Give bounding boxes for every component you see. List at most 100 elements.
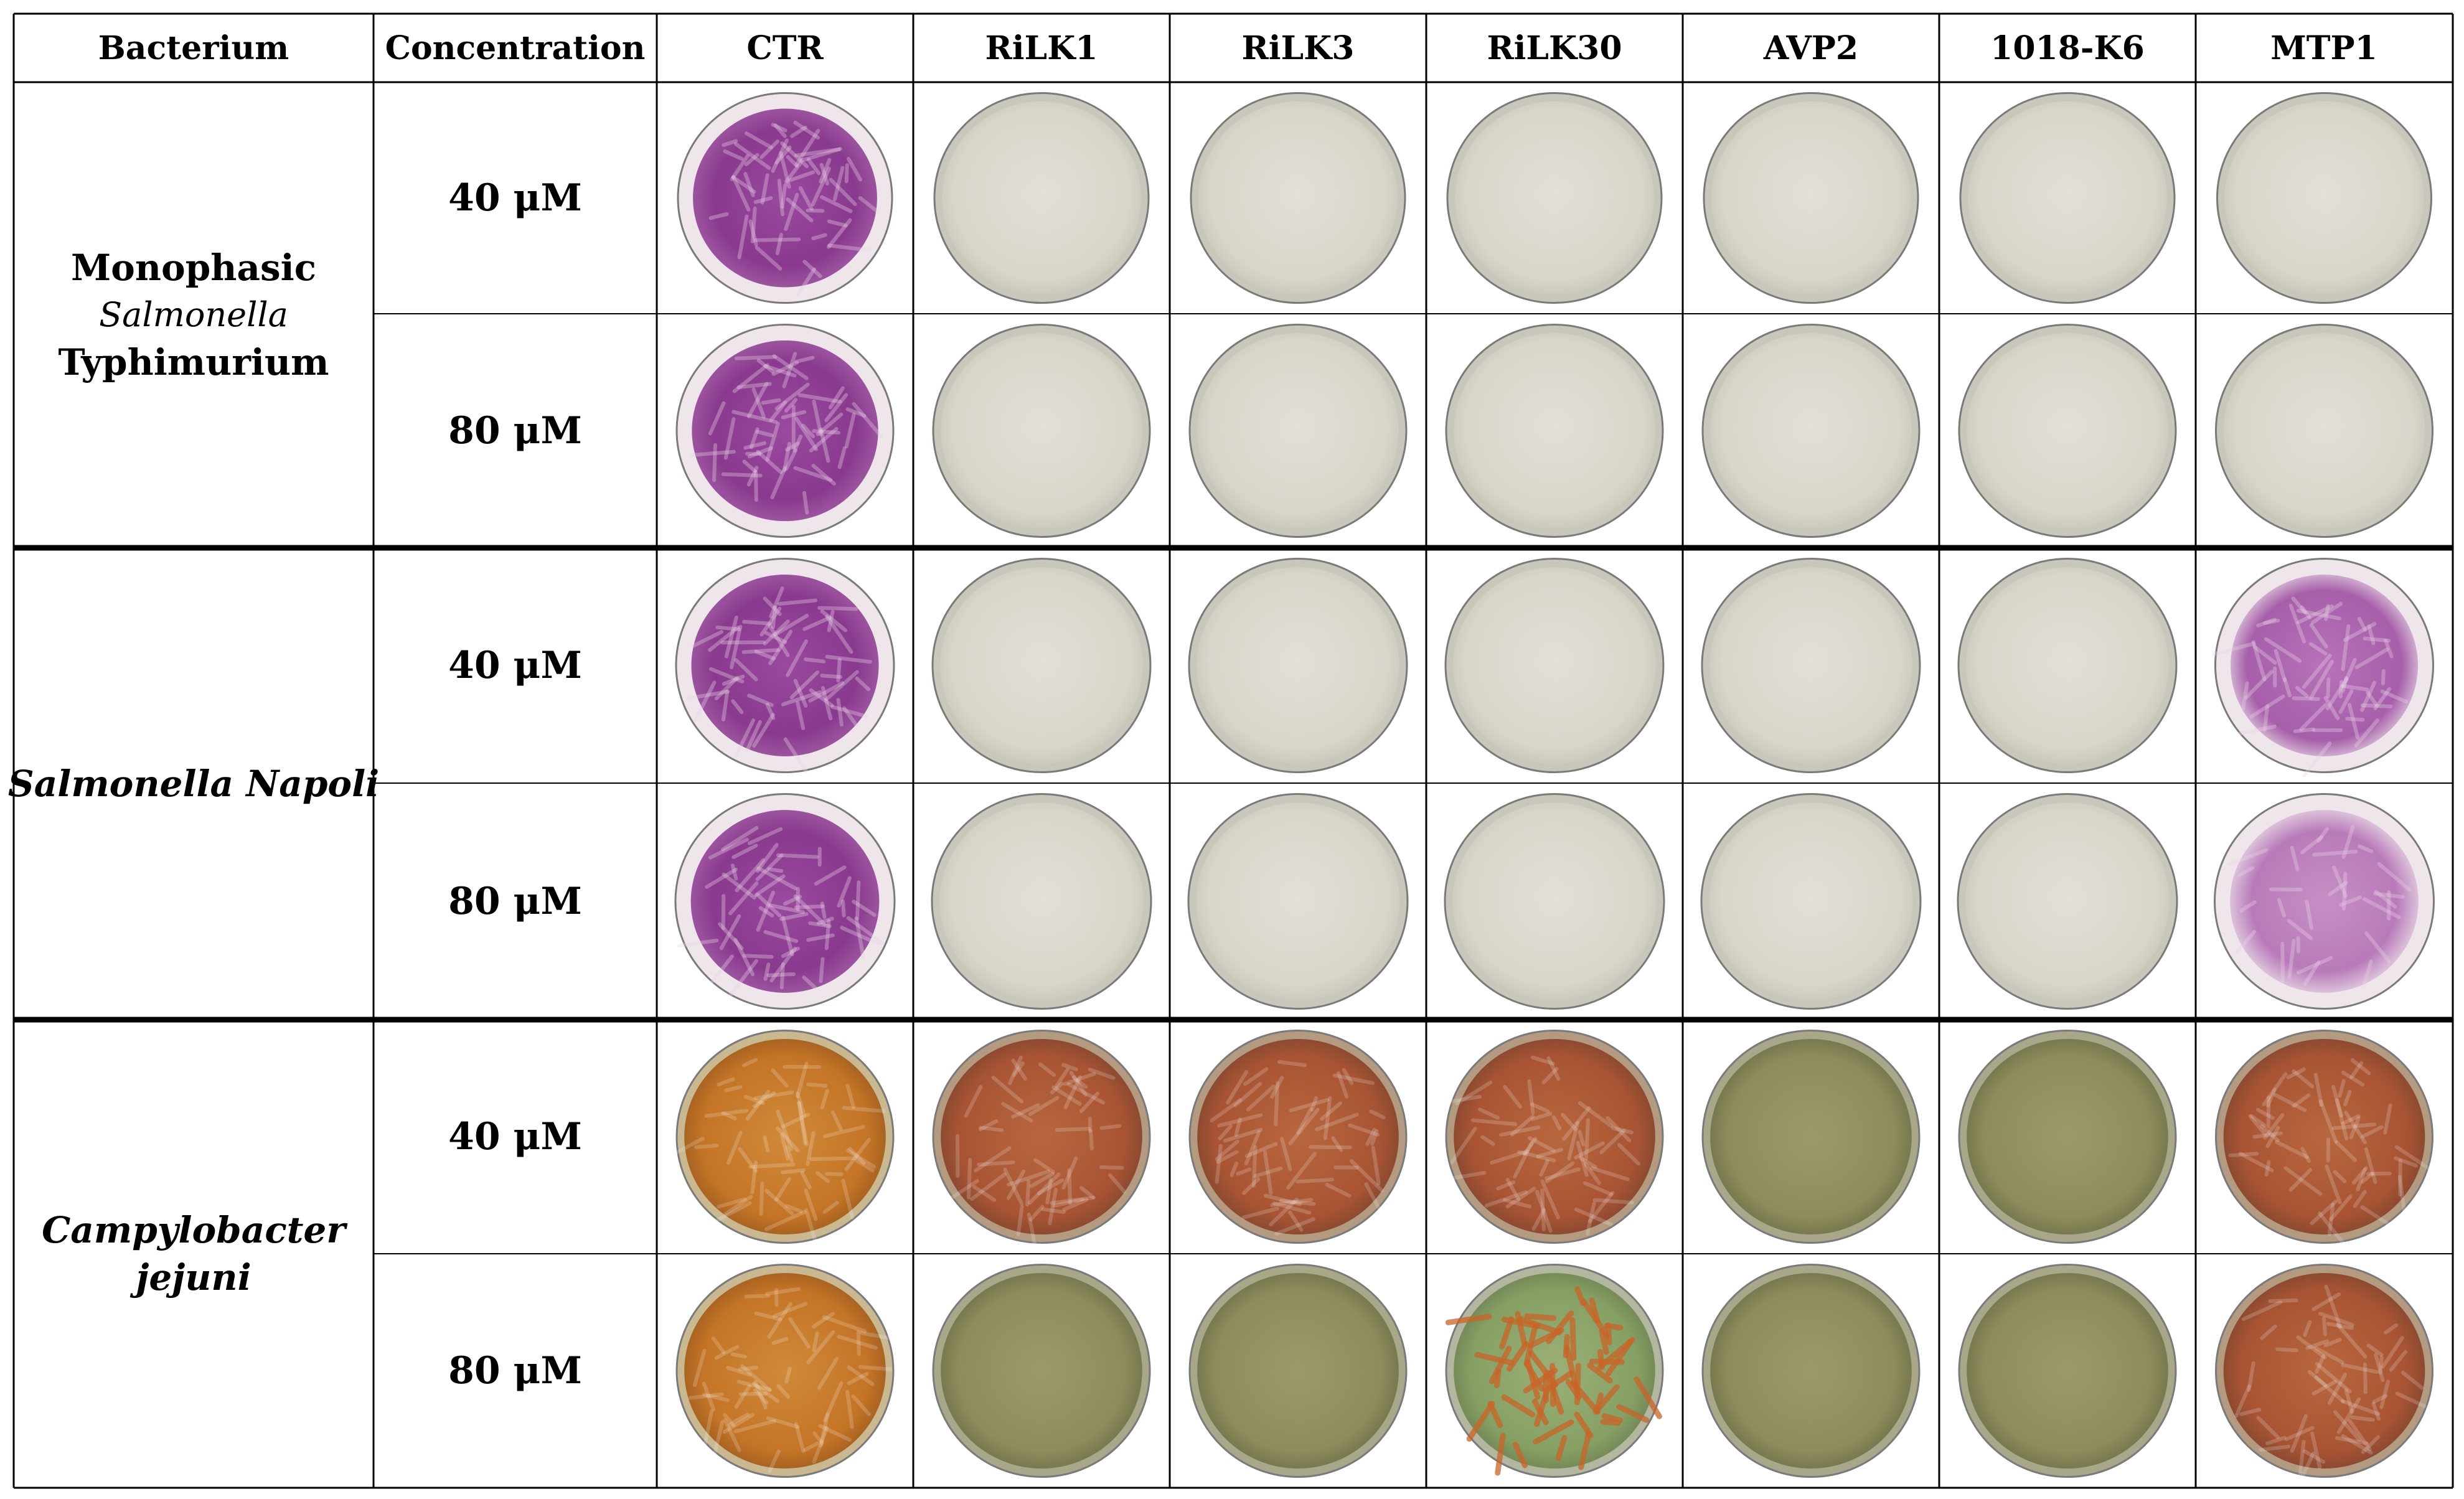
plate-agar [2231, 575, 2418, 756]
colony-streak [2314, 1376, 2346, 1404]
petri-plate [677, 92, 893, 304]
petri-plate [1959, 92, 2176, 304]
colony-streak [788, 170, 815, 182]
colony-streak [2331, 1122, 2376, 1130]
colony-streak [2358, 844, 2374, 853]
colony-streak [730, 863, 738, 881]
colony-streak [784, 448, 798, 471]
petri-plate [1445, 1263, 1664, 1478]
colony-streak [2315, 1361, 2352, 1394]
colony-streak [1634, 1376, 1662, 1419]
colony-streak [2235, 929, 2256, 954]
colony-streak [1288, 1107, 1320, 1145]
colony-streak [2344, 1388, 2354, 1414]
plate-agar [1455, 101, 1654, 295]
colony-streak [2383, 1103, 2392, 1135]
colony-streak [846, 157, 863, 182]
colony-streak [816, 412, 844, 436]
colony-streak [736, 1379, 772, 1392]
petri-plate [2212, 558, 2434, 778]
colony-streak [1323, 1096, 1332, 1140]
colony-streak [823, 1381, 844, 1423]
colony-streak [820, 1089, 829, 1109]
plate-agar [1196, 802, 1400, 1000]
colony-streak [2283, 677, 2292, 698]
colony-streak [1480, 1135, 1495, 1146]
colony-streak [1333, 1165, 1359, 1170]
colony-streak [766, 1416, 800, 1429]
colony-streak [1589, 1297, 1601, 1324]
colony-streak [2228, 1152, 2259, 1158]
colony-streak [755, 430, 774, 438]
colony-streak [1574, 1207, 1613, 1226]
colony-streak [750, 1160, 758, 1195]
colony-streak [2264, 637, 2302, 663]
colony-streak [688, 1392, 724, 1400]
colony-streak [806, 1330, 835, 1365]
colony-streak [816, 1171, 830, 1183]
colony-streak [793, 679, 808, 708]
colony-streak [2351, 1166, 2368, 1185]
header-bacterium: Bacterium [98, 29, 289, 67]
colony-streak [1006, 1169, 1051, 1187]
colony-streak [2397, 1175, 2406, 1213]
colony-streak [1450, 1094, 1482, 1103]
colony-streak [794, 1422, 806, 1453]
colony-streak [2324, 1284, 2342, 1329]
colony-streak [829, 177, 857, 206]
colony-streak [734, 1384, 751, 1409]
colony-streak [717, 1197, 747, 1209]
plate-agar [1710, 1273, 1912, 1468]
petri-plate [932, 1029, 1151, 1247]
colony-streak [819, 957, 825, 984]
colony-streak [802, 491, 809, 515]
colony-streak [2238, 724, 2277, 736]
colony-streak [827, 218, 852, 249]
colony-streak [2327, 1202, 2335, 1236]
colony-streak [1606, 1116, 1632, 1142]
colony-streak [1592, 1198, 1634, 1205]
colony-streak [2265, 1088, 2277, 1107]
colony-streak [1243, 1067, 1269, 1086]
colony-streak [822, 1315, 867, 1333]
colony-streak [944, 1178, 979, 1204]
colony-streak [2296, 604, 2334, 625]
colony-streak [786, 197, 814, 223]
colony-streak [845, 407, 867, 418]
colony-streak [1370, 1129, 1379, 1146]
colony-streak [763, 364, 797, 378]
colony-streak [837, 1335, 878, 1350]
colony-streak [2262, 704, 2270, 731]
colony-streak [1089, 1129, 1094, 1151]
colony-streak [777, 179, 785, 217]
colony-streak [769, 946, 797, 983]
petri-plate [1188, 558, 1408, 773]
petri-plate [1701, 1029, 1921, 1244]
colony-streak [723, 1418, 741, 1452]
colony-streak [702, 1409, 714, 1453]
colony-streak [778, 598, 817, 606]
colony-streak [781, 1168, 806, 1175]
colony-streak [731, 175, 756, 194]
colony-streak [1038, 1062, 1056, 1077]
colony-streak [2333, 1170, 2347, 1183]
colony-streak [848, 1147, 866, 1165]
colony-streak [758, 906, 774, 918]
colony-streak [771, 138, 789, 173]
colony-streak [812, 1331, 819, 1353]
colony-streak [1008, 1055, 1023, 1085]
colony-streak [1515, 1311, 1528, 1348]
colony-streak [1342, 1068, 1354, 1085]
colony-streak [2360, 703, 2392, 708]
colony-streak [742, 619, 772, 626]
colony-streak [1012, 1061, 1025, 1077]
colony-streak [784, 1204, 803, 1214]
colony-streak [781, 946, 800, 958]
colony-streak [727, 1412, 750, 1427]
plate-agar [2223, 333, 2425, 529]
colony-streak [2263, 618, 2280, 625]
petri-plate [675, 323, 895, 538]
colony-streak [776, 1109, 794, 1152]
colony-streak [773, 1302, 807, 1318]
colony-streak [2305, 1339, 2330, 1350]
